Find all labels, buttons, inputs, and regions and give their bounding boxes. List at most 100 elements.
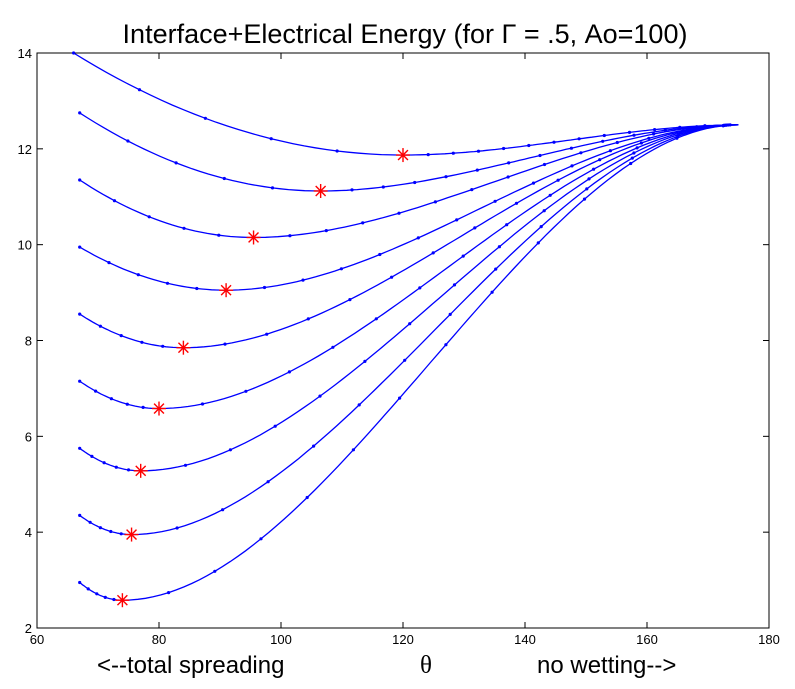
curve-point: [381, 185, 385, 189]
minimum-marker-5: [176, 340, 191, 355]
curve-point: [579, 151, 583, 155]
curve-point: [497, 245, 501, 249]
curve-point: [266, 480, 270, 484]
curve-point: [351, 448, 355, 452]
curve-point: [348, 298, 352, 302]
curve-point: [288, 234, 292, 238]
x-label-right: no wetting-->: [537, 652, 676, 679]
axis-ticks: 60 80 100 120 140 160 180 2 4 6 8 10 12 14: [18, 46, 780, 647]
x-tick-label: 180: [758, 632, 780, 647]
energy-curve-8: [79, 124, 739, 536]
curve-point: [542, 209, 546, 213]
curve-point: [324, 229, 328, 233]
y-tick-label: 6: [25, 429, 32, 444]
curve-point: [598, 158, 602, 162]
curve-point: [448, 312, 452, 316]
curve-point: [455, 218, 459, 222]
curve-point: [175, 526, 179, 530]
curve-point: [601, 139, 605, 143]
curve-point: [390, 275, 394, 279]
curve-point: [195, 286, 199, 291]
curve-point: [98, 526, 102, 530]
curve-point: [78, 446, 82, 450]
energy-curve-7: [79, 124, 739, 472]
curve-point: [90, 454, 94, 458]
curve-point: [147, 215, 151, 219]
curve-point: [273, 424, 277, 428]
curve-point: [608, 149, 613, 153]
curve-point: [653, 128, 657, 132]
curve-point: [639, 141, 644, 145]
minimum-markers: [115, 148, 410, 608]
curve-point: [506, 175, 510, 179]
x-tick-label: 140: [514, 632, 536, 647]
curve-point: [94, 389, 98, 393]
minimum-marker-1: [396, 148, 410, 163]
energy-curve-2: [79, 112, 739, 192]
y-tick-label: 4: [25, 525, 32, 540]
curve-point: [305, 495, 309, 500]
curve-point: [167, 591, 171, 595]
curve-point: [548, 193, 552, 197]
curve-point: [452, 283, 457, 287]
y-tick-label: 12: [18, 142, 32, 157]
curve-point: [103, 595, 107, 600]
curve-point: [112, 199, 117, 203]
curve-point: [119, 532, 123, 536]
curve-point: [244, 389, 248, 393]
minimum-marker-2: [313, 184, 328, 198]
x-tick-label: 80: [152, 632, 166, 647]
curve-point: [126, 139, 130, 143]
chart-title: Interface+Electrical Energy (for Γ = .5,…: [123, 19, 688, 49]
curve-point: [259, 537, 263, 541]
x-tick-label: 160: [636, 632, 658, 647]
curve-point: [78, 178, 82, 182]
curve-point: [493, 199, 497, 203]
curve-point: [363, 359, 367, 363]
y-tick-label: 2: [25, 621, 32, 636]
curve-point: [182, 226, 186, 230]
minimum-marker-8: [124, 527, 139, 542]
curve-point: [577, 137, 581, 141]
curve-point: [507, 161, 511, 165]
curve-point: [675, 136, 679, 140]
curve-point: [635, 146, 639, 150]
curve-point: [262, 285, 267, 290]
curve-point: [542, 162, 547, 167]
curve-point: [287, 370, 291, 374]
curve-point: [350, 188, 354, 192]
curve-point: [217, 233, 221, 237]
curve-point: [630, 156, 634, 160]
curve-point: [570, 164, 574, 168]
curve-point: [119, 334, 123, 338]
curve-point: [221, 508, 225, 512]
curve-point: [312, 444, 316, 448]
x-tick-label: 120: [392, 632, 414, 647]
curve-point: [413, 180, 417, 185]
curve-point: [431, 251, 435, 255]
energy-curve-3: [79, 124, 739, 239]
minimum-marker-4: [219, 283, 234, 298]
curve-point: [125, 402, 129, 406]
curve-point: [136, 273, 140, 277]
curve-point: [569, 146, 574, 150]
curve-point: [502, 146, 506, 151]
curve-point: [357, 403, 361, 407]
curve-point: [339, 267, 343, 271]
curve-point: [265, 332, 269, 336]
x-tick-label: 100: [270, 632, 292, 647]
curve-point: [378, 252, 382, 257]
curve-point: [72, 51, 76, 55]
curve-point: [213, 569, 217, 573]
curve-point: [403, 358, 407, 362]
curve-point: [632, 133, 636, 137]
curve-point: [475, 168, 479, 172]
x-label-left: <--total spreading: [97, 652, 284, 679]
curve-point: [331, 345, 335, 349]
curve-point: [721, 124, 725, 128]
curve-point: [86, 587, 90, 591]
curve-point: [647, 136, 651, 140]
curve-point: [398, 396, 402, 400]
curve-point: [531, 181, 536, 185]
